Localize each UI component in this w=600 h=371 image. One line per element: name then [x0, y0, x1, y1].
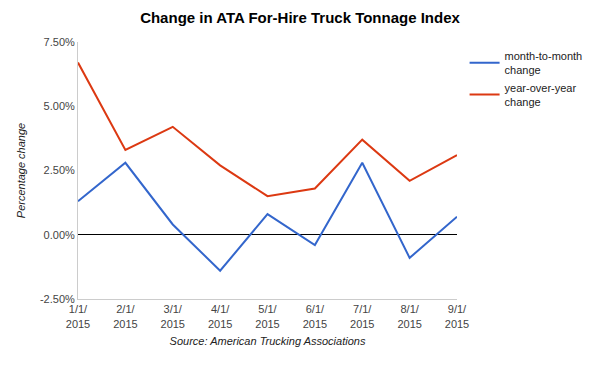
svg-text:Percentage change: Percentage change: [15, 123, 27, 218]
svg-text:5/1/2015: 5/1/2015: [255, 303, 279, 329]
svg-text:9/1/2015: 9/1/2015: [445, 303, 469, 329]
svg-text:5.00%: 5.00%: [44, 100, 75, 112]
svg-text:3/1/2015: 3/1/2015: [161, 303, 185, 329]
svg-text:1/1/2015: 1/1/2015: [66, 303, 90, 329]
svg-text:Source: American Trucking Asso: Source: American Trucking Associations: [170, 335, 366, 347]
svg-text:7/1/2015: 7/1/2015: [350, 303, 374, 329]
svg-text:Change in ATA For-Hire Truck T: Change in ATA For-Hire Truck Tonnage Ind…: [140, 9, 460, 26]
svg-text:6/1/2015: 6/1/2015: [303, 303, 327, 329]
svg-text:year-over-yearchange: year-over-yearchange: [505, 82, 577, 108]
svg-text:-2.50%: -2.50%: [40, 293, 75, 305]
svg-text:month-to-monthchange: month-to-monthchange: [505, 50, 583, 76]
svg-text:4/1/2015: 4/1/2015: [208, 303, 232, 329]
svg-text:8/1/2015: 8/1/2015: [397, 303, 421, 329]
svg-text:0.00%: 0.00%: [44, 229, 75, 241]
svg-text:2/1/2015: 2/1/2015: [113, 303, 137, 329]
svg-text:7.50%: 7.50%: [44, 36, 75, 48]
svg-text:2.50%: 2.50%: [44, 164, 75, 176]
